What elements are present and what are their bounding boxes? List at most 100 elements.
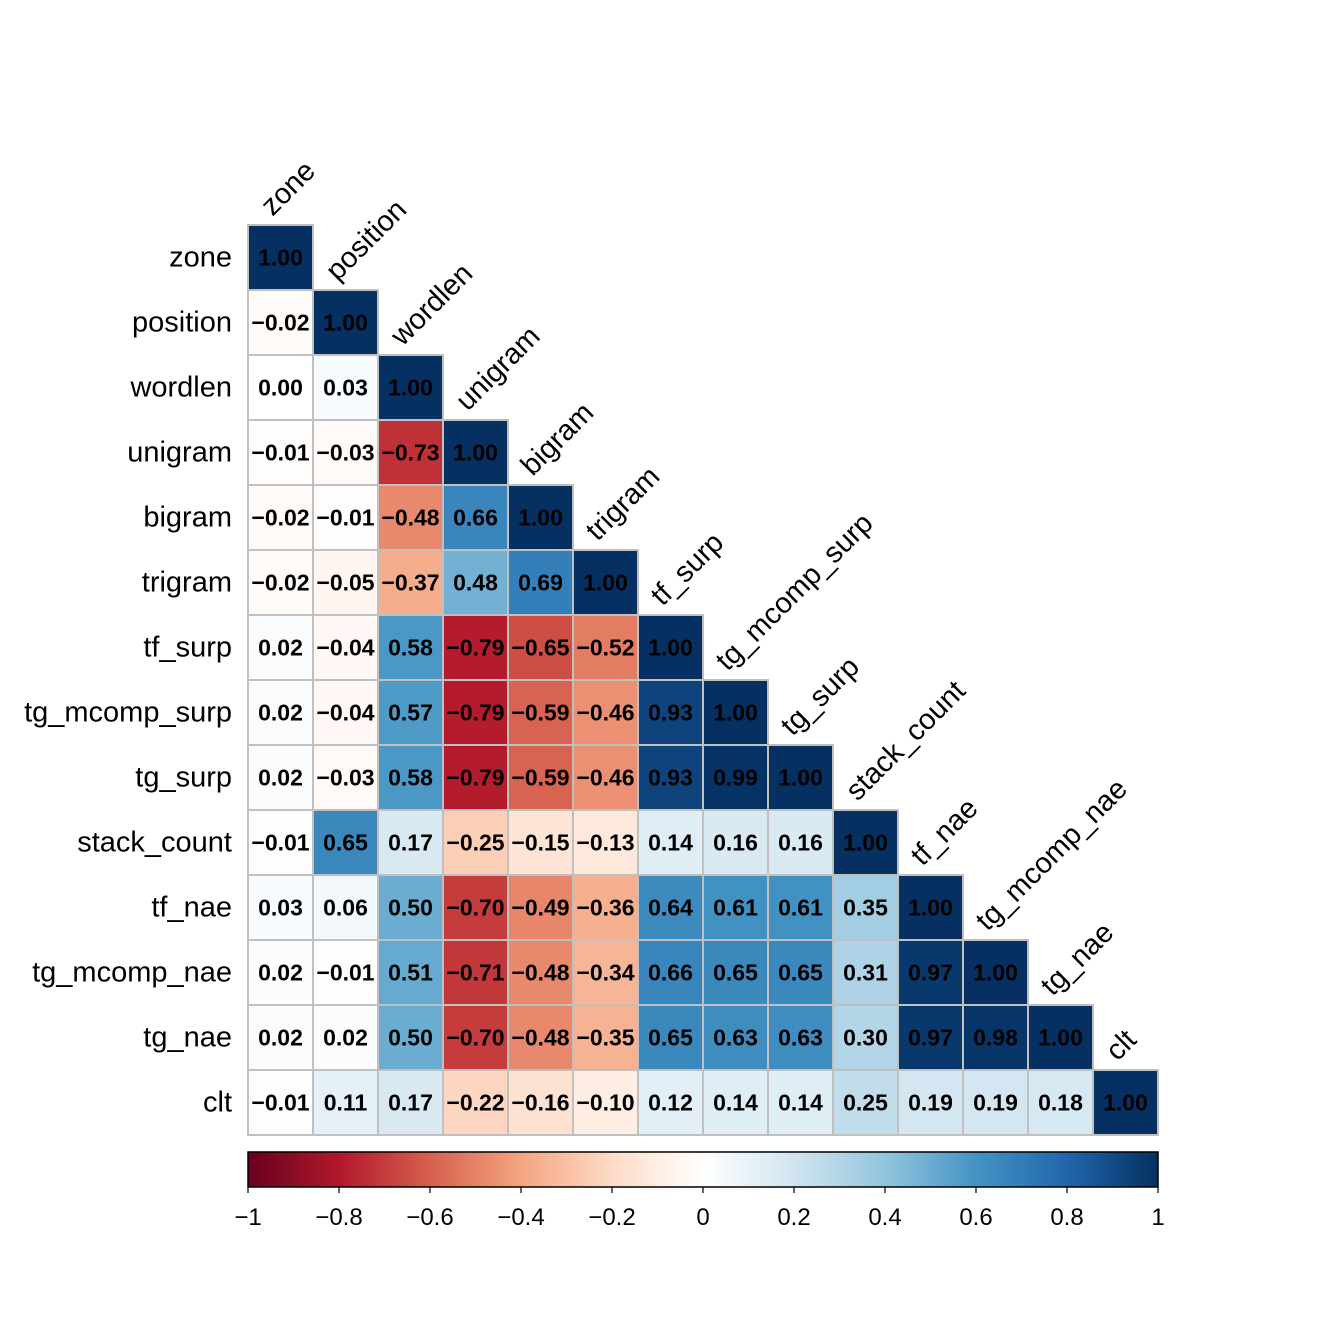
cell-value-label: 0.16 (778, 830, 823, 856)
heatmap-cell (572, 874, 639, 941)
column-label: tf_nae (905, 792, 985, 872)
cell-value-label: −0.37 (381, 570, 439, 596)
cell-value-label: −0.79 (446, 700, 504, 726)
cell-value-label: −0.13 (576, 830, 634, 856)
row-label: bigram (143, 502, 232, 534)
heatmap-cell (1027, 1004, 1094, 1071)
cell-value-label: 0.58 (388, 765, 433, 791)
cell-value-label: 0.03 (258, 895, 303, 921)
heatmap-cell (442, 809, 509, 876)
column-label: clt (1100, 1024, 1143, 1067)
cell-value-label: −0.04 (316, 635, 374, 661)
cell-value-label: 1.00 (908, 895, 953, 921)
row-label: stack_count (77, 827, 232, 859)
heatmap-cell (312, 1069, 379, 1136)
cell-value-label: 1.00 (1103, 1090, 1148, 1116)
cell-value-label: −0.03 (316, 765, 374, 791)
colorbar-tick-label: 0.2 (777, 1204, 810, 1231)
row-label: unigram (127, 437, 232, 469)
cell-value-label: 1.00 (583, 570, 628, 596)
cell-value-label: 0.63 (778, 1025, 823, 1051)
heatmap-cell (377, 809, 444, 876)
column-label: tf_surp (645, 527, 730, 612)
heatmap-cell (247, 679, 314, 746)
heatmap-cell (312, 419, 379, 486)
cell-value-label: 0.61 (713, 895, 758, 921)
heatmap-cell (897, 939, 964, 1006)
cell-value-label: −0.10 (576, 1090, 634, 1116)
cell-value-label: −0.48 (511, 1025, 569, 1051)
cell-value-label: −0.49 (511, 895, 569, 921)
heatmap-cell (832, 1004, 899, 1071)
cell-value-label: 0.12 (648, 1090, 693, 1116)
cell-value-label: 0.06 (323, 895, 368, 921)
cell-value-label: −0.71 (446, 960, 504, 986)
heatmap-cell (572, 549, 639, 616)
heatmap-cell (377, 939, 444, 1006)
colorbar-tick-label: −0.4 (497, 1204, 544, 1231)
heatmap-cell (572, 1069, 639, 1136)
heatmap-cell (247, 289, 314, 356)
cell-value-label: 0.14 (648, 830, 693, 856)
heatmap-cell (767, 809, 834, 876)
heatmap-cell (247, 549, 314, 616)
cell-value-label: −0.79 (446, 765, 504, 791)
colorbar-tick-label: 0.8 (1050, 1204, 1083, 1231)
row-label: tg_nae (143, 1022, 232, 1054)
cell-value-label: 1.00 (323, 310, 368, 336)
cell-value-label: −0.59 (511, 700, 569, 726)
column-label: unigram (450, 320, 547, 417)
heatmap-cell (247, 614, 314, 681)
cell-value-label: −0.15 (511, 830, 569, 856)
cell-value-label: 0.35 (843, 895, 888, 921)
cell-value-label: −0.03 (316, 440, 374, 466)
heatmap-cell (637, 1004, 704, 1071)
colorbar-tick-label: −1 (234, 1204, 261, 1231)
cell-value-label: −0.01 (251, 830, 309, 856)
heatmap-cell (247, 1069, 314, 1136)
cell-value-label: 0.00 (258, 375, 303, 401)
heatmap-cell (702, 679, 769, 746)
heatmap-cell (637, 939, 704, 1006)
heatmap-cell (312, 484, 379, 551)
cell-value-label: 0.17 (388, 830, 433, 856)
cell-value-label: −0.52 (576, 635, 634, 661)
colorbar-gradient (247, 1151, 1159, 1188)
cell-value-label: 0.65 (323, 830, 368, 856)
cell-value-label: 1.00 (843, 830, 888, 856)
cell-value-label: 0.14 (778, 1090, 823, 1116)
column-label: tg_nae (1035, 917, 1120, 1002)
cell-value-label: 0.63 (713, 1025, 758, 1051)
row-label: tf_nae (151, 892, 232, 924)
heatmap-cell (832, 939, 899, 1006)
cell-value-label: 0.17 (388, 1090, 433, 1116)
cell-value-label: 0.51 (388, 960, 433, 986)
cell-value-label: 0.02 (258, 700, 303, 726)
colorbar-tick-label: 0 (696, 1204, 709, 1231)
cell-value-label: 0.19 (908, 1090, 953, 1116)
cell-value-label: 0.02 (258, 765, 303, 791)
cell-value-label: 0.57 (388, 700, 433, 726)
heatmap-cell (377, 1004, 444, 1071)
cell-value-label: −0.46 (576, 765, 634, 791)
heatmap-cell (702, 939, 769, 1006)
heatmap-cell (702, 809, 769, 876)
heatmap-cell (1027, 1069, 1094, 1136)
column-label: stack_count (840, 675, 972, 807)
column-label: bigram (515, 397, 600, 482)
cell-value-label: −0.05 (316, 570, 374, 596)
cell-value-label: 0.66 (648, 960, 693, 986)
heatmap-cell (572, 614, 639, 681)
colorbar-tick-label: −0.2 (588, 1204, 635, 1231)
heatmap-cell (962, 1069, 1029, 1136)
cell-value-label: 0.58 (388, 635, 433, 661)
cell-value-label: 0.25 (843, 1090, 888, 1116)
heatmap-cell (442, 1004, 509, 1071)
cell-value-label: 0.97 (908, 960, 953, 986)
cell-value-label: −0.22 (446, 1090, 504, 1116)
cell-value-label: 0.02 (258, 1025, 303, 1051)
heatmap-cell (312, 614, 379, 681)
cell-value-label: 0.66 (453, 505, 498, 531)
colorbar-tick-label: 0.4 (868, 1204, 901, 1231)
